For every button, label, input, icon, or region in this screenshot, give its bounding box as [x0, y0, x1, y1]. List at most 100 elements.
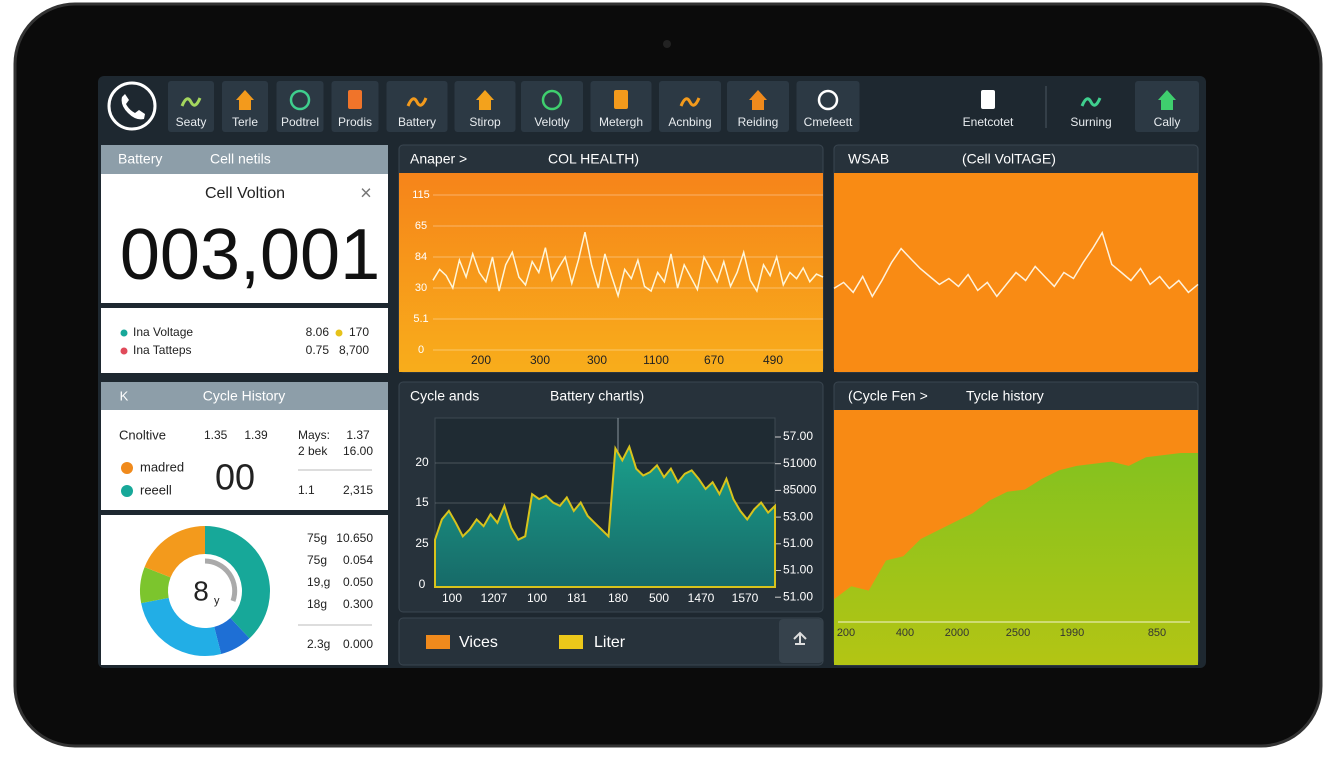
x-tick-label: 400: [896, 627, 914, 639]
panel-header: [101, 382, 388, 410]
y-tick-label: 20: [415, 455, 429, 469]
button-icon: [817, 89, 839, 111]
label: Cell netils: [210, 151, 271, 167]
button-icon: [749, 90, 767, 110]
x-tick-label: 100: [442, 591, 462, 605]
label: 75g: [307, 531, 327, 545]
x-tick-label: 2000: [945, 627, 969, 639]
toolbar-button[interactable]: Reiding: [727, 81, 789, 132]
label: 2.3g: [307, 637, 330, 651]
button-label: Stirop: [469, 115, 501, 129]
button-label: Seaty: [176, 115, 207, 129]
label: 2 bek: [298, 444, 328, 458]
y2-tick-label: 53.00: [783, 509, 813, 523]
toolbar-button[interactable]: Prodis: [331, 81, 379, 132]
button-icon: [614, 90, 628, 109]
label: 0.300: [343, 597, 373, 611]
label: 0.75: [306, 343, 330, 357]
toolbar-button[interactable]: Cmefeett: [796, 81, 860, 132]
x-tick-label: 180: [608, 591, 628, 605]
toolbar-button[interactable]: Terle: [222, 81, 268, 132]
call-button[interactable]: [107, 81, 157, 131]
reading: 003,001: [120, 215, 380, 295]
toolbar-button[interactable]: Stirop: [454, 81, 516, 132]
label: 1.37: [346, 428, 370, 442]
panel-body: [101, 410, 388, 510]
toolbar-button[interactable]: Podtrel: [276, 81, 324, 132]
x-tick-label: 1207: [481, 591, 508, 605]
label: 19,g: [307, 575, 330, 589]
button-icon: [476, 90, 494, 110]
toolbar-button[interactable]: Acnbing: [659, 81, 721, 132]
toolbar-button[interactable]: Velotly: [521, 81, 583, 132]
line: [432, 232, 824, 299]
x-tick-label: 100: [527, 591, 547, 605]
y-tick-label: 30: [415, 282, 427, 294]
y2-tick-label: 85000: [783, 483, 817, 497]
button-icon: [236, 90, 254, 110]
button-icon: [679, 97, 701, 107]
x-tick-label: 490: [763, 353, 783, 367]
button-label: Terle: [232, 115, 258, 129]
y2-tick-label: 51.00: [783, 589, 813, 603]
button-icon: [406, 97, 428, 107]
toolbar-button[interactable]: Surning: [1070, 97, 1112, 129]
button-icon: [348, 90, 362, 109]
y-tick-label: 0: [419, 577, 426, 591]
label: 16.00: [343, 444, 373, 458]
label: 0.050: [343, 575, 373, 589]
x-tick-label: 500: [649, 591, 669, 605]
donut-segment: [139, 567, 171, 604]
toolbar-button[interactable]: Metergh: [590, 81, 652, 132]
x-tick-label: 200: [471, 353, 491, 367]
y2-tick-label: 51.00: [783, 536, 813, 550]
label: K: [120, 388, 129, 403]
toolbar-button[interactable]: Enetcotet: [963, 90, 1014, 129]
panel-body: [101, 308, 388, 373]
button-icon: [180, 97, 202, 107]
x-tick-label: 1990: [1060, 627, 1084, 639]
button-bg: [168, 81, 214, 132]
x-tick-label: 300: [587, 353, 607, 367]
label: 8,700: [339, 343, 369, 357]
toolbar-button[interactable]: Battery: [386, 81, 448, 132]
y-tick-label: 0: [418, 344, 424, 356]
legend-dot: [335, 329, 343, 337]
close-button[interactable]: ×: [360, 182, 372, 204]
label: 0.054: [343, 553, 373, 567]
toolbar-button[interactable]: Seaty: [168, 81, 214, 132]
button-bg: [386, 81, 448, 132]
panel-title: (Cell VolTAGE): [962, 151, 1056, 167]
donut-inner-arc: [204, 558, 238, 602]
camera: [663, 40, 671, 48]
label: 8.06: [306, 325, 330, 339]
y-tick-label: 15: [415, 495, 429, 509]
label: Cell Voltion: [205, 185, 285, 202]
donut-segment: [214, 617, 250, 654]
button-bg: [521, 81, 583, 132]
panel-header: [101, 145, 388, 174]
label: 75g: [307, 553, 327, 567]
button-icon: [541, 89, 563, 111]
label: Ina Voltage: [133, 325, 193, 339]
donut-segment: [141, 597, 222, 656]
button-label: Enetcotet: [963, 115, 1014, 129]
toolbar-button[interactable]: Cally: [1135, 81, 1199, 132]
label: 2,315: [343, 483, 373, 497]
y2-tick-label: 51000: [783, 456, 817, 470]
call-icon-ring: [107, 81, 157, 131]
button-bg: [796, 81, 860, 132]
x-tick-label: 670: [704, 353, 724, 367]
label: 0.000: [343, 637, 373, 651]
label: Mays:: [298, 428, 330, 442]
legend-swatch: [559, 635, 583, 649]
action-button[interactable]: [779, 619, 823, 663]
legend-label: Vices: [459, 634, 498, 651]
button-label: Velotly: [534, 115, 569, 129]
label: 18g: [307, 597, 327, 611]
legend-dot: [121, 462, 133, 474]
button-label: Battery: [398, 115, 436, 129]
x-tick-label: 850: [1148, 627, 1166, 639]
label: 1.1: [298, 483, 315, 497]
